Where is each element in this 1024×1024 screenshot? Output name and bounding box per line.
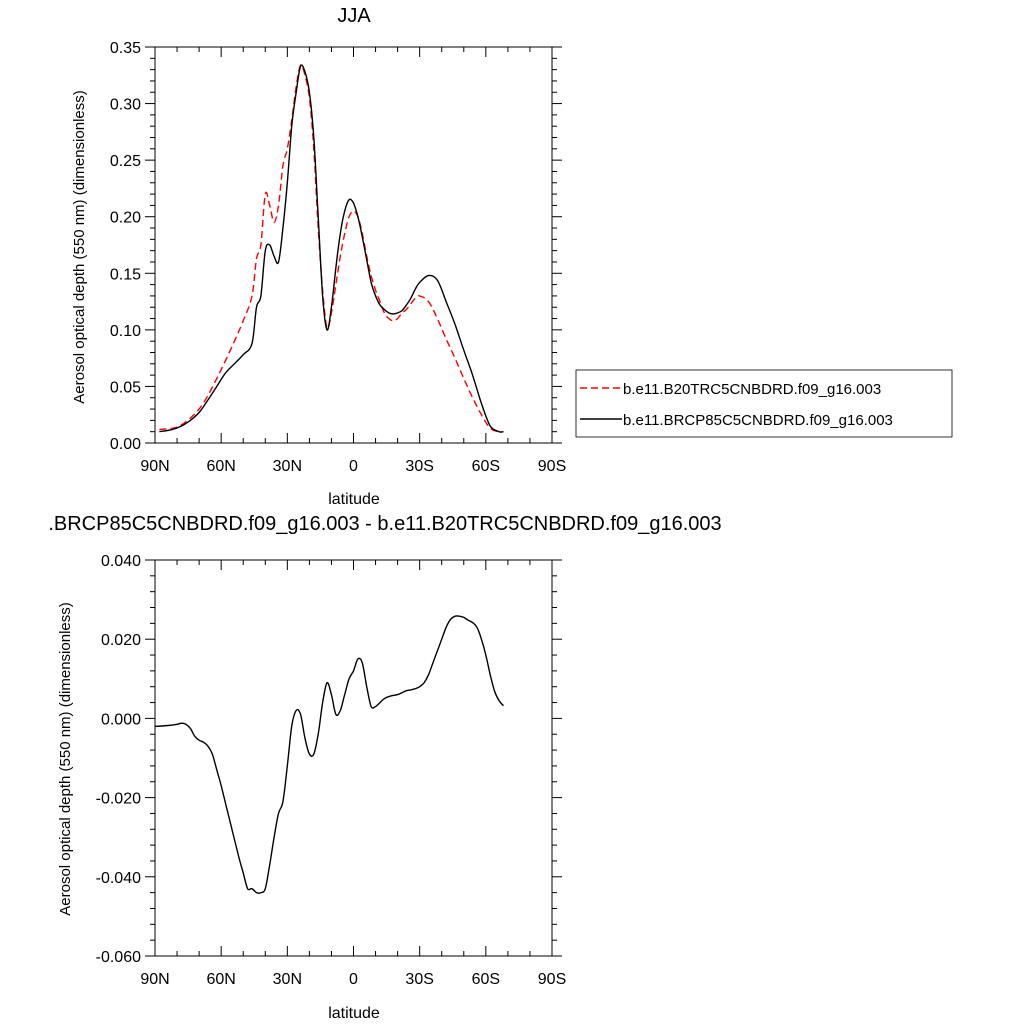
bottom-x-tick-label: 60N [206, 971, 235, 988]
top-x-tick-label: 0 [349, 458, 358, 475]
top-series-line-2 [159, 64, 504, 433]
bottom-x-tick-label: 60S [472, 971, 500, 988]
bottom-x-tick-label: 30S [405, 971, 433, 988]
top-y-tick-label: 0.25 [110, 153, 141, 170]
top-y-tick-label: 0.00 [110, 436, 141, 453]
top-x-tick-label: 30S [405, 458, 433, 475]
bottom-y-tick-label: -0.060 [96, 949, 141, 966]
top-x-tick-label: 60N [206, 458, 235, 475]
top-y-tick-label: 0.10 [110, 323, 141, 340]
bottom-x-tick-label: 90S [538, 971, 566, 988]
bottom-chart-panel: .BRCP85C5CNBDRD.f09_g16.003 - b.e11.B20T… [48, 513, 721, 1022]
bottom-x-tick-label: 30N [273, 971, 302, 988]
bottom-chart-x-axis-label: latitude [328, 1005, 380, 1022]
legend: b.e11.B20TRC5CNBDRD.f09_g16.003 b.e11.BR… [575, 369, 953, 438]
top-y-tick-label: 0.05 [110, 379, 141, 396]
bottom-series-line-1 [154, 615, 504, 894]
bottom-x-tick-label: 0 [349, 971, 358, 988]
bottom-chart-y-axis-label: Aerosol optical depth (550 nm) (dimensio… [57, 602, 74, 915]
top-x-tick-label: 90N [140, 458, 169, 475]
bottom-chart-plot-frame [154, 559, 553, 957]
top-x-tick-label: 90S [538, 458, 566, 475]
legend-entry-1: b.e11.B20TRC5CNBDRD.f09_g16.003 [623, 381, 881, 398]
top-x-tick-label: 60S [472, 458, 500, 475]
bottom-y-tick-label: 0.000 [101, 711, 141, 728]
top-series-line-1 [159, 64, 504, 433]
top-chart-x-axis-label: latitude [328, 491, 380, 508]
bottom-y-tick-label: -0.020 [96, 791, 141, 808]
top-chart-plot-frame [154, 46, 553, 444]
legend-entry-2: b.e11.BRCP85C5CNBDRD.f09_g16.003 [623, 412, 893, 429]
legend-box [575, 369, 953, 438]
top-y-tick-label: 0.20 [110, 210, 141, 227]
top-x-tick-label: 30N [273, 458, 302, 475]
bottom-y-tick-label: -0.040 [96, 870, 141, 887]
top-chart-title: JJA [337, 5, 371, 27]
bottom-x-tick-label: 90N [140, 971, 169, 988]
bottom-chart-title: .BRCP85C5CNBDRD.f09_g16.003 - b.e11.B20T… [48, 513, 721, 535]
bottom-y-tick-label: 0.040 [101, 553, 141, 570]
top-y-tick-label: 0.30 [110, 97, 141, 114]
top-chart-y-axis-label: Aerosol optical depth (550 nm) (dimensio… [71, 90, 88, 403]
top-chart-panel: JJA 90N 60N 30N 0 30S 60S 90S 0.00 0.05 0.10 0.15 0… [71, 5, 566, 508]
top-y-tick-label: 0.35 [110, 40, 141, 57]
top-y-tick-label: 0.15 [110, 266, 141, 283]
bottom-y-tick-label: 0.020 [101, 632, 141, 649]
